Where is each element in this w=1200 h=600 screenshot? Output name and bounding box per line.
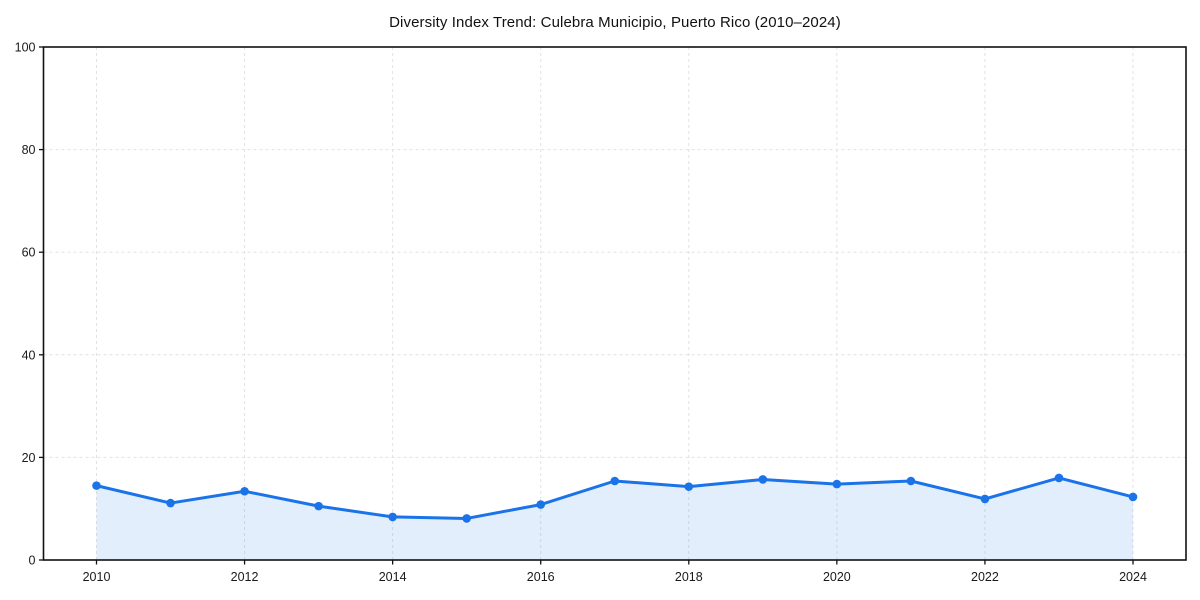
x-tick-label: 2016 [527, 570, 555, 584]
data-point [536, 500, 546, 509]
data-point [684, 482, 694, 491]
chart-title: Diversity Index Trend: Culebra Municipio… [389, 14, 841, 31]
data-point [240, 486, 249, 496]
data-point [832, 479, 842, 489]
data-point [610, 476, 620, 486]
data-point [462, 514, 471, 523]
data-point [906, 476, 916, 486]
y-tick-label: 40 [22, 348, 36, 362]
x-tick-label: 2022 [971, 570, 999, 584]
y-tick-label: 60 [22, 246, 36, 260]
data-point [92, 481, 101, 490]
data-point [388, 512, 397, 522]
x-tick-label: 2014 [379, 570, 407, 584]
data-point [980, 494, 990, 504]
data-point [314, 501, 323, 511]
area-fill [96, 477, 1133, 560]
x-tick-label: 2020 [823, 570, 851, 584]
y-tick-labels: 0 20 40 60 80 100 [15, 41, 36, 568]
data-point [166, 498, 175, 508]
x-tick-label: 2018 [675, 570, 703, 584]
y-tick-label: 80 [22, 143, 36, 157]
x-tick-label: 2012 [231, 570, 259, 584]
tick-marks [39, 46, 1134, 565]
y-tick-label: 100 [15, 41, 36, 55]
data-point [758, 475, 768, 484]
x-tick-labels: 2010 2012 2014 2016 2018 2020 2022 2024 [83, 570, 1147, 584]
gridlines [43, 47, 1186, 560]
x-tick-label: 2024 [1119, 570, 1147, 584]
data-points [92, 473, 1138, 523]
x-tick-label: 2010 [83, 570, 111, 584]
data-point [1054, 473, 1064, 483]
y-tick-label: 0 [29, 554, 36, 568]
axis-frame [42, 46, 1187, 561]
y-tick-label: 20 [22, 451, 36, 465]
data-point [1128, 492, 1138, 502]
